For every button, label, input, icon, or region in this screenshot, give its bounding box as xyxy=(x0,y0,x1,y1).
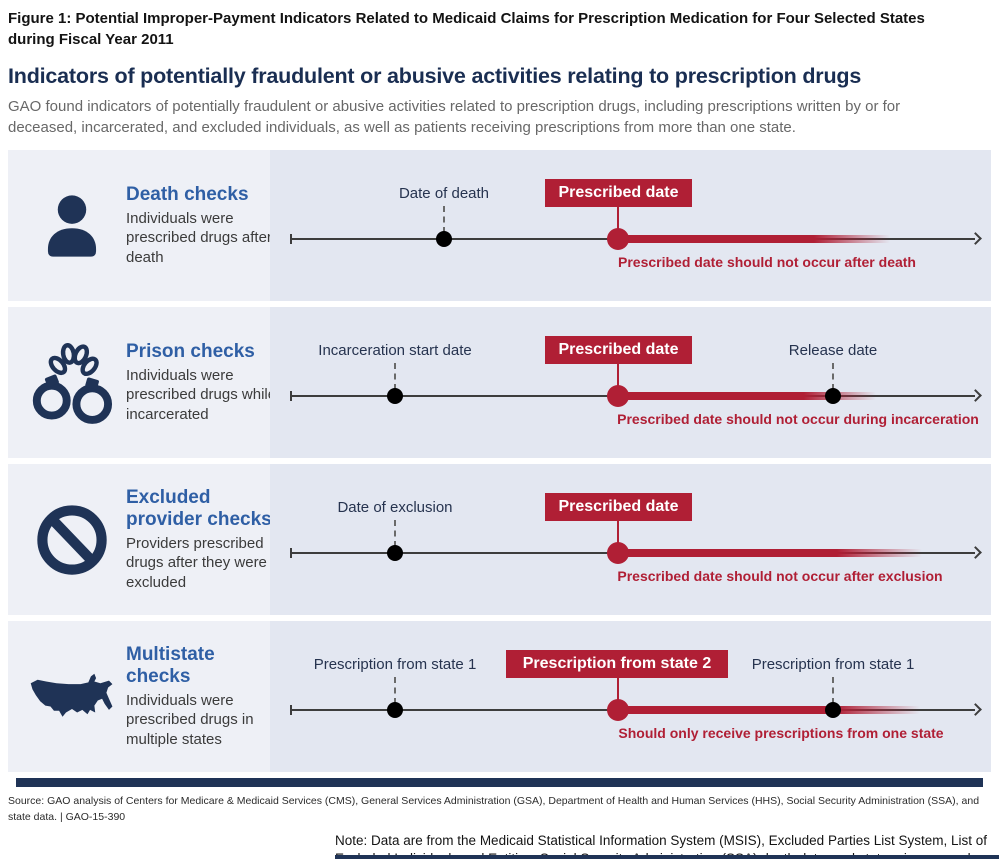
highlight-connector xyxy=(617,677,619,703)
row-title: Excluded provider checks xyxy=(126,487,272,530)
rule-caption: Prescribed date should not occur after d… xyxy=(618,254,916,271)
excluded-provider-info: Excluded provider checks Providers presc… xyxy=(8,464,272,616)
marker-dot xyxy=(825,702,841,719)
infographic-heading: Indicators of potentially fraudulent or … xyxy=(8,63,862,88)
timeline-arrowhead-icon xyxy=(969,546,982,559)
no-symbol-icon xyxy=(26,503,118,577)
prescribed-date-badge: Prescribed date xyxy=(545,493,692,522)
bottom-divider-bar xyxy=(335,855,999,859)
row-title: Multistate checks xyxy=(126,644,215,687)
marker-connector xyxy=(394,363,396,391)
prescribed-date-badge: Prescribed date xyxy=(545,179,692,208)
source-line: Source: GAO analysis of Centers for Medi… xyxy=(8,795,980,823)
excluded-provider-timeline: Date of exclusion Prescribed date Prescr… xyxy=(270,464,991,616)
infographic-subtitle: GAO found indicators of potentially frau… xyxy=(8,97,901,137)
marker-label: Date of death xyxy=(398,185,490,203)
marker-label: Prescription from state 1 xyxy=(751,656,915,674)
marker-label: Date of exclusion xyxy=(337,499,453,517)
death-checks-timeline: Date of death Prescribed date Prescribed… xyxy=(270,150,991,302)
prescribed-date-badge: Prescribed date xyxy=(545,336,692,365)
violation-period-bar xyxy=(618,392,876,401)
marker-label: Release date xyxy=(788,342,878,360)
highlight-connector xyxy=(617,206,619,232)
indicator-chart: Death checks Individuals were prescribed… xyxy=(8,150,991,788)
prison-checks-timeline: Incarceration start date Release date Pr… xyxy=(270,307,991,459)
row-description: Individuals were prescribed drugs while … xyxy=(126,366,277,423)
multistate-checks-row: Multistate checks Individuals were presc… xyxy=(8,621,991,773)
marker-connector xyxy=(832,677,834,705)
prescribed-date-dot xyxy=(607,542,629,565)
excluded-provider-checks-row: Excluded provider checks Providers presc… xyxy=(8,464,991,616)
rule-caption: Prescribed date should not occur during … xyxy=(617,411,979,428)
timeline-arrowhead-icon xyxy=(969,703,982,716)
figure-title: Figure 1: Potential Improper-Payment Ind… xyxy=(8,10,925,49)
marker-dot xyxy=(387,545,403,562)
marker-connector xyxy=(394,677,396,705)
prison-checks-info: Prison checks Individuals were prescribe… xyxy=(8,307,276,459)
row-description: Providers prescribed drugs after they we… xyxy=(126,534,267,591)
marker-label: Incarceration start date xyxy=(318,342,472,360)
marker-connector xyxy=(832,363,834,391)
row-description: Individuals were prescribed drugs after … xyxy=(126,209,272,266)
death-checks-row: Death checks Individuals were prescribed… xyxy=(8,150,991,302)
rule-caption: Prescribed date should not occur after e… xyxy=(617,568,943,585)
timeline-arrowhead-icon xyxy=(969,389,982,402)
multistate-checks-info: Multistate checks Individuals were presc… xyxy=(8,621,270,773)
chart-footer-bar xyxy=(16,778,983,788)
prescribed-date-dot xyxy=(607,385,629,408)
marker-connector xyxy=(443,206,445,234)
row-title: Prison checks xyxy=(126,340,255,362)
row-title: Death checks xyxy=(126,183,249,205)
row-description: Individuals were prescribed drugs in mul… xyxy=(126,691,254,748)
prescription-state2-dot xyxy=(607,699,629,722)
marker-connector xyxy=(394,520,396,548)
violation-period-bar xyxy=(618,549,922,558)
prison-checks-row: Prison checks Individuals were prescribe… xyxy=(8,307,991,459)
marker-label: Prescription from state 1 xyxy=(313,656,477,674)
highlight-connector xyxy=(617,363,619,389)
rule-caption: Should only receive prescriptions from o… xyxy=(618,725,944,742)
violation-period-bar xyxy=(618,706,920,715)
violation-period-bar xyxy=(618,235,890,244)
marker-dot xyxy=(387,388,403,405)
usa-map-icon xyxy=(26,670,118,724)
prescribed-date-dot xyxy=(607,228,629,251)
marker-dot xyxy=(436,231,452,248)
timeline-arrowhead-icon xyxy=(969,232,982,245)
highlight-connector xyxy=(617,520,619,546)
death-checks-info: Death checks Individuals were prescribed… xyxy=(8,150,272,302)
multistate-checks-timeline: Prescription from state 1 Prescription f… xyxy=(270,621,991,773)
marker-dot xyxy=(825,388,841,405)
person-icon xyxy=(26,191,118,261)
marker-dot xyxy=(387,702,403,719)
note-text: Note: Data are from the Medicaid Statist… xyxy=(335,832,987,859)
handcuffs-icon xyxy=(26,339,118,427)
prescription-state2-badge: Prescription from state 2 xyxy=(506,650,728,679)
